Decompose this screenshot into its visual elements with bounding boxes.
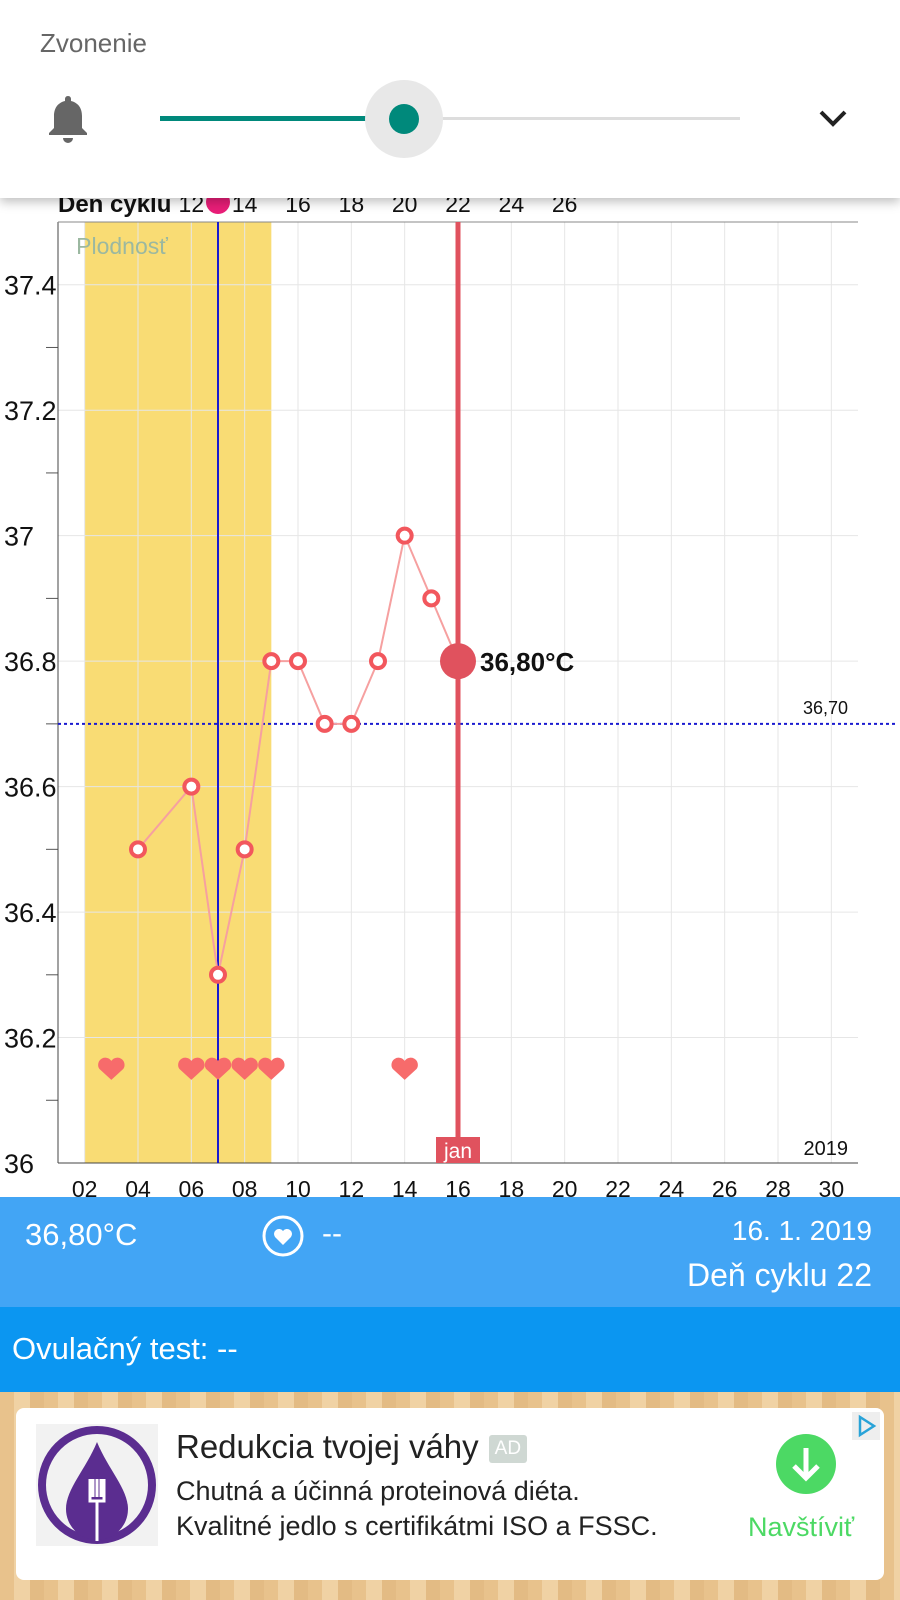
temperature-point — [182, 777, 201, 796]
temperature-point — [262, 652, 281, 671]
intercourse-heart-icon — [178, 1057, 205, 1080]
year-label: 2019 — [804, 1138, 849, 1160]
temperature-line — [137, 532, 459, 976]
cycle-day: Deň cyklu 22 — [687, 1257, 872, 1293]
slider-thumb[interactable] — [388, 104, 419, 134]
fertility-band — [84, 222, 272, 1163]
ad-logo-fork-icon — [36, 1424, 158, 1546]
temperature-point — [422, 589, 441, 608]
selected-temperature-point — [440, 643, 476, 680]
x-tick-label: 10 — [285, 1176, 311, 1197]
x-tick-label: 20 — [552, 1176, 578, 1197]
intercourse-heart-icon — [391, 1057, 418, 1080]
chevron-down-icon[interactable] — [818, 108, 848, 128]
temperature-point — [235, 840, 254, 859]
x-tick-label: 06 — [179, 1176, 205, 1197]
month-label-bg — [436, 1137, 480, 1163]
adchoices-icon[interactable] — [852, 1412, 880, 1440]
cover-line-label: 36,70 — [803, 698, 848, 718]
day-info-bar[interactable]: 36,80°C -- 16. 1. 2019 Deň cyklu 22 — [0, 1197, 900, 1307]
y-tick-label: 36.2 — [4, 1024, 57, 1054]
x-tick-label: 02 — [72, 1176, 98, 1197]
fertility-label: Plodnosť — [76, 233, 168, 259]
download-icon[interactable] — [776, 1434, 836, 1494]
temperature-point — [342, 714, 361, 733]
x-tick-label: 16 — [445, 1176, 471, 1197]
notification-volume-panel: Zvonenie — [0, 0, 900, 198]
bell-icon[interactable] — [46, 92, 90, 144]
ad-card[interactable]: Redukcia tvojej váhy AD Chutná a účinná p… — [16, 1408, 884, 1580]
month-label: jan — [443, 1140, 472, 1163]
intercourse-value: -- — [322, 1217, 342, 1250]
y-tick-label: 36.6 — [4, 773, 57, 803]
ringtone-label: Zvonenie — [40, 28, 147, 58]
temperature-point — [395, 526, 414, 545]
selected-date: 16. 1. 2019 — [731, 1215, 872, 1246]
intercourse-heart-icon — [204, 1057, 232, 1080]
y-tick-label: 37.2 — [4, 396, 57, 426]
temperature-chart[interactable]: 37.4 37.2 37 36.8 36.6 36.4 36.2 36 02 04 06 08 10 12… — [0, 190, 900, 1197]
intercourse-heart-icon — [258, 1057, 285, 1080]
x-tick-label: 26 — [712, 1176, 738, 1197]
temperature-point — [209, 965, 227, 984]
temperature-point — [129, 840, 147, 859]
heart-icon[interactable] — [262, 1215, 304, 1257]
y-tick-label: 36 — [4, 1149, 34, 1179]
x-tick-label: 04 — [125, 1176, 151, 1197]
x-tick-label: 22 — [605, 1176, 631, 1197]
x-tick-label: 08 — [232, 1176, 258, 1197]
temperature-point — [289, 652, 307, 671]
x-tick-label: 14 — [392, 1176, 418, 1197]
intercourse-heart-icon — [231, 1057, 258, 1080]
ovulation-test-label: Ovulačný test: -- — [12, 1331, 238, 1366]
y-tick-label: 36.8 — [4, 647, 57, 677]
x-tick-label: 18 — [499, 1176, 525, 1197]
y-tick-label: 37.4 — [4, 271, 57, 301]
intercourse-heart-icon — [98, 1057, 125, 1080]
ad-banner[interactable]: Redukcia tvojej váhy AD Chutná a účinná p… — [0, 1392, 900, 1600]
x-tick-label: 30 — [819, 1176, 845, 1197]
selected-temperature-label: 36,80°C — [480, 647, 574, 677]
temperature-point — [369, 652, 387, 671]
x-tick-label: 12 — [339, 1176, 365, 1197]
x-tick-label: 28 — [765, 1176, 791, 1197]
ad-title[interactable]: Redukcia tvojej váhy — [176, 1428, 479, 1465]
ad-text-line1: Chutná a účinná proteinová diéta. — [176, 1476, 580, 1506]
ovulation-test-bar[interactable]: Ovulačný test: -- — [0, 1307, 900, 1392]
temperature-point — [315, 714, 334, 733]
ad-badge: AD — [488, 1435, 528, 1464]
y-tick-label: 36.4 — [4, 898, 57, 928]
ad-text-line2: Kvalitné jedlo s certifikátmi ISO a FSSC… — [176, 1511, 658, 1541]
ad-visit-button[interactable]: Navštíviť — [748, 1512, 855, 1542]
y-tick-label: 37 — [4, 522, 34, 552]
ringtone-volume-slider[interactable] — [160, 80, 740, 158]
temperature-value: 36,80°C — [25, 1217, 138, 1252]
x-tick-label: 24 — [659, 1176, 685, 1197]
